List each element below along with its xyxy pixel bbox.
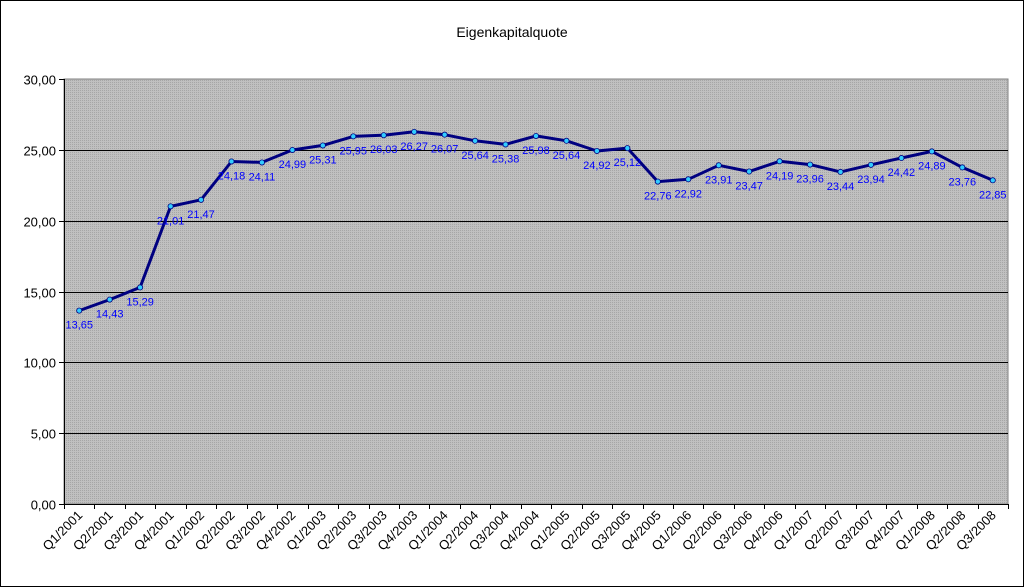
y-tick-label: 0,00: [31, 498, 56, 513]
data-label: 26,27: [400, 141, 428, 153]
data-point: [533, 132, 540, 139]
data-point: [867, 161, 874, 168]
data-label: 25,64: [461, 150, 489, 162]
chart-title: Eigenkapitalquote: [456, 24, 568, 40]
data-point: [624, 145, 631, 152]
data-point: [137, 284, 144, 291]
data-point: [989, 177, 996, 184]
data-label: 26,07: [431, 144, 459, 156]
data-label: 24,19: [766, 170, 794, 182]
data-point: [106, 296, 113, 303]
data-label: 23,91: [705, 174, 733, 186]
data-point: [258, 159, 265, 166]
data-label: 23,94: [857, 174, 885, 186]
y-tick-label: 5,00: [31, 427, 56, 442]
data-point: [167, 203, 174, 210]
data-label: 22,85: [979, 189, 1007, 201]
plot-area: [63, 78, 1009, 505]
data-point: [350, 133, 357, 140]
data-point: [715, 162, 722, 169]
data-markers: [76, 128, 996, 314]
y-tick-label: 10,00: [23, 356, 56, 371]
data-point: [746, 168, 753, 175]
data-point: [593, 147, 600, 154]
data-point: [837, 168, 844, 175]
data-label: 22,76: [644, 191, 672, 203]
data-point: [685, 176, 692, 183]
data-label: 23,47: [735, 181, 763, 193]
data-point: [380, 132, 387, 139]
data-label: 24,92: [583, 160, 611, 172]
data-label: 21,01: [157, 215, 185, 227]
data-point: [228, 158, 235, 165]
data-label: 25,38: [492, 153, 520, 165]
data-point: [928, 148, 935, 155]
data-label: 22,92: [674, 188, 702, 200]
data-label: 14,43: [96, 309, 124, 321]
data-point: [563, 137, 570, 144]
y-tick-label: 30,00: [23, 73, 56, 88]
y-tick-label: 25,00: [23, 144, 56, 159]
data-point: [898, 155, 905, 162]
y-axis: 0,00 5,00 10,00 15,00 20,00 25,00 30,00: [23, 73, 65, 513]
data-label: 23,96: [796, 174, 824, 186]
data-point: [654, 178, 661, 185]
data-label: 26,03: [370, 144, 398, 156]
data-label: 24,99: [279, 159, 307, 171]
data-label: 24,18: [218, 170, 246, 182]
data-point: [472, 137, 479, 144]
data-point: [76, 307, 83, 314]
y-tick-label: 15,00: [23, 286, 56, 301]
data-label: 24,89: [918, 160, 946, 172]
data-point: [807, 161, 814, 168]
gridlines: [64, 150, 1008, 434]
data-label: 25,12: [614, 157, 642, 169]
data-label: 25,98: [522, 145, 550, 157]
data-point: [502, 141, 509, 148]
data-point: [959, 164, 966, 171]
data-label: 23,44: [827, 181, 855, 193]
data-label: 25,64: [553, 150, 581, 162]
data-label: 24,42: [888, 167, 916, 179]
y-tick-label: 20,00: [23, 215, 56, 230]
data-point: [776, 158, 783, 165]
data-point: [319, 142, 326, 149]
data-label: 13,65: [65, 320, 93, 332]
data-label: 25,31: [309, 154, 337, 166]
data-point: [441, 131, 448, 138]
data-label: 23,76: [949, 176, 977, 188]
data-point: [198, 196, 205, 203]
data-point: [411, 128, 418, 135]
data-point: [289, 146, 296, 153]
data-label: 25,95: [340, 145, 368, 157]
data-label: 24,11: [249, 171, 276, 183]
data-label: 15,29: [126, 296, 154, 308]
data-label: 21,47: [187, 209, 215, 221]
